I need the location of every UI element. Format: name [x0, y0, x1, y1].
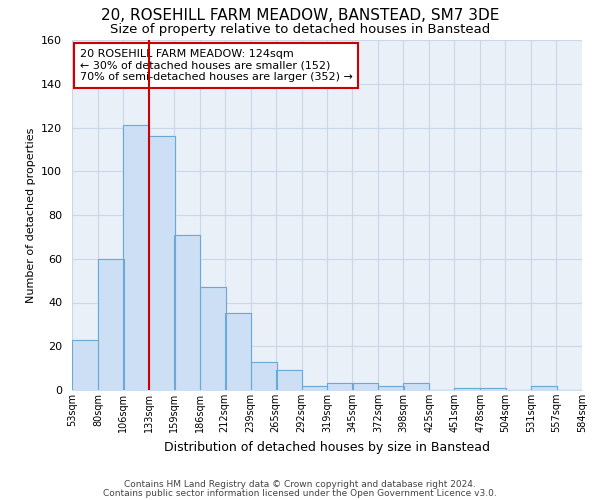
Text: 20 ROSEHILL FARM MEADOW: 124sqm
← 30% of detached houses are smaller (152)
70% o: 20 ROSEHILL FARM MEADOW: 124sqm ← 30% of…: [80, 49, 353, 82]
Text: Contains HM Land Registry data © Crown copyright and database right 2024.: Contains HM Land Registry data © Crown c…: [124, 480, 476, 489]
Text: Size of property relative to detached houses in Banstead: Size of property relative to detached ho…: [110, 22, 490, 36]
Text: Contains public sector information licensed under the Open Government Licence v3: Contains public sector information licen…: [103, 488, 497, 498]
Y-axis label: Number of detached properties: Number of detached properties: [26, 128, 35, 302]
Text: 20, ROSEHILL FARM MEADOW, BANSTEAD, SM7 3DE: 20, ROSEHILL FARM MEADOW, BANSTEAD, SM7 …: [101, 8, 499, 22]
X-axis label: Distribution of detached houses by size in Banstead: Distribution of detached houses by size …: [164, 440, 490, 454]
